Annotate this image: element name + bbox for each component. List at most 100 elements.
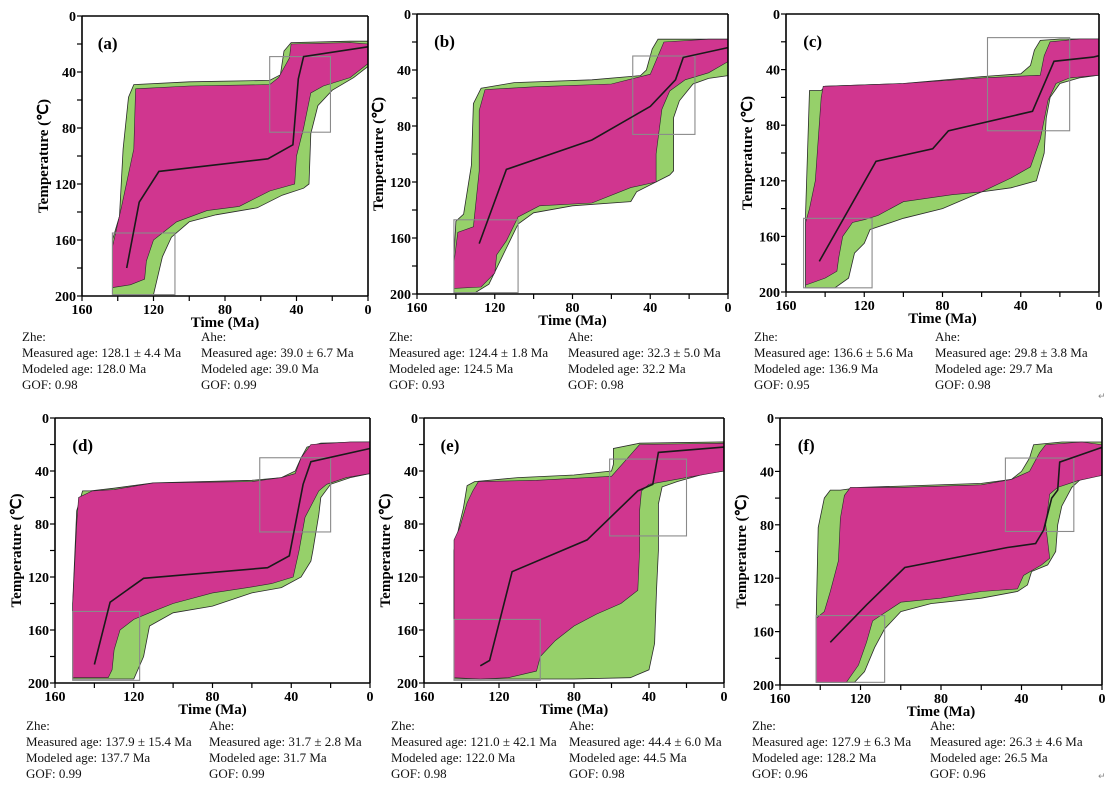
ahe-constraint-box — [609, 458, 688, 537]
y-tick-label: 0 — [42, 412, 49, 427]
zhe-measured-age: Measured age: 137.9 ± 15.4 Ma — [26, 734, 192, 749]
y-axis-title: Temperature (℃) — [36, 99, 52, 213]
zhe-modeled-age: Modeled age: 137.7 Ma — [26, 750, 151, 765]
x-tick-label: 0 — [365, 303, 372, 318]
panel-label: (a) — [98, 34, 118, 53]
y-tick-label: 0 — [69, 10, 76, 25]
y-tick-label: 200 — [390, 288, 411, 303]
x-axis-title: Time (Ma) — [191, 315, 259, 331]
annotation-zhe-d: Zhe: Measured age: 137.9 ± 15.4 Ma Model… — [26, 718, 192, 782]
zhe-gof: GOF: 0.98 — [391, 766, 447, 781]
annotation-zhe-b: Zhe: Measured age: 124.4 ± 1.8 Ma Modele… — [389, 329, 548, 393]
panel-label: (f) — [798, 436, 815, 455]
zhe-modeled-age: Modeled age: 128.2 Ma — [752, 750, 877, 765]
ahe-measured-age: Measured age: 32.3 ± 5.0 Ma — [568, 345, 721, 360]
paragraph-mark-icon: ↵ — [1098, 772, 1106, 782]
zhe-title: Zhe: — [389, 329, 413, 344]
zhe-modeled-age: Modeled age: 136.9 Ma — [754, 361, 879, 376]
zhe-constraint-box — [803, 217, 873, 289]
zhe-modeled-age: Modeled age: 122.0 Ma — [391, 750, 516, 765]
x-tick-label: 80 — [567, 690, 581, 705]
annotation-zhe-e: Zhe: Measured age: 121.0 ± 42.1 Ma Model… — [391, 718, 557, 782]
ahe-modeled-age: Modeled age: 26.5 Ma — [930, 750, 1048, 765]
y-tick-label: 200 — [759, 286, 780, 301]
y-tick-label: 160 — [28, 624, 49, 639]
zhe-measured-age: Measured age: 128.1 ± 4.4 Ma — [22, 345, 182, 360]
x-tick-label: 0 — [1096, 299, 1103, 314]
y-tick-label: 80 — [397, 120, 411, 135]
y-axis-title: Temperature (℃) — [9, 494, 25, 608]
zhe-gof: GOF: 0.98 — [22, 377, 78, 392]
y-tick-label: 120 — [753, 572, 774, 587]
zhe-constraint-box — [453, 618, 541, 681]
panel-label: (d) — [72, 436, 93, 455]
y-tick-label: 40 — [397, 64, 411, 79]
y-tick-label: 0 — [411, 412, 418, 427]
x-tick-label: 0 — [725, 301, 732, 316]
ahe-title: Ahe: — [568, 329, 594, 344]
y-tick-label: 200 — [28, 677, 49, 692]
y-tick-label: 80 — [404, 518, 418, 533]
x-tick-label: 160 — [72, 303, 93, 318]
annotation-ahe-b: Ahe: Measured age: 32.3 ± 5.0 Ma Modeled… — [568, 329, 721, 393]
ahe-measured-age: Measured age: 31.7 ± 2.8 Ma — [209, 734, 362, 749]
paragraph-mark-icon: ↵ — [1098, 392, 1106, 402]
x-tick-label: 0 — [721, 690, 728, 705]
best-fit-path — [818, 54, 1100, 262]
x-tick-label: 40 — [1015, 692, 1029, 707]
ahe-title: Ahe: — [930, 718, 956, 733]
x-tick-label: 160 — [45, 690, 66, 705]
zhe-modeled-age: Modeled age: 128.0 Ma — [22, 361, 147, 376]
x-axis-title: Time (Ma) — [908, 311, 976, 327]
y-axis-title: Temperature (℃) — [740, 96, 756, 210]
ahe-constraint-box — [632, 55, 696, 135]
zhe-gof: GOF: 0.99 — [26, 766, 82, 781]
x-tick-label: 160 — [407, 301, 428, 316]
zhe-title: Zhe: — [752, 718, 776, 733]
y-tick-label: 200 — [55, 290, 76, 305]
good-fit-envelope — [805, 38, 1100, 286]
y-tick-label: 120 — [55, 178, 76, 193]
ahe-title: Ahe: — [569, 718, 595, 733]
y-tick-label: 160 — [753, 626, 774, 641]
x-tick-label: 40 — [290, 303, 304, 318]
y-tick-label: 120 — [28, 571, 49, 586]
zhe-title: Zhe: — [26, 718, 50, 733]
y-tick-label: 200 — [397, 677, 418, 692]
zhe-measured-age: Measured age: 124.4 ± 1.8 Ma — [389, 345, 549, 360]
zhe-gof: GOF: 0.93 — [389, 377, 445, 392]
zhe-constraint-box — [111, 232, 176, 296]
ahe-gof: GOF: 0.98 — [568, 377, 624, 392]
x-axis-title: Time (Ma) — [540, 702, 608, 718]
annotation-zhe-a: Zhe: Measured age: 128.1 ± 4.4 Ma Modele… — [22, 329, 181, 393]
zhe-modeled-age: Modeled age: 124.5 Ma — [389, 361, 514, 376]
y-axis-title: Temperature (℃) — [734, 495, 750, 609]
y-tick-label: 40 — [766, 64, 780, 79]
zhe-title: Zhe: — [22, 329, 46, 344]
y-axis-title: Temperature (℃) — [378, 494, 394, 608]
ahe-constraint-box — [259, 457, 332, 533]
y-tick-label: 40 — [404, 465, 418, 480]
zhe-gof: GOF: 0.95 — [754, 377, 810, 392]
y-tick-label: 40 — [760, 465, 774, 480]
y-tick-label: 120 — [397, 571, 418, 586]
y-tick-label: 0 — [404, 8, 411, 23]
x-tick-label: 80 — [218, 303, 232, 318]
ahe-gof: GOF: 0.98 — [935, 377, 991, 392]
y-tick-label: 0 — [767, 412, 774, 427]
annotation-ahe-e: Ahe: Measured age: 44.4 ± 6.0 Ma Modeled… — [569, 718, 722, 782]
x-tick-label: 40 — [284, 690, 298, 705]
x-tick-label: 160 — [776, 299, 797, 314]
zhe-measured-age: Measured age: 136.6 ± 5.6 Ma — [754, 345, 914, 360]
good-fit-envelope — [815, 441, 1103, 683]
good-fit-envelope — [112, 42, 369, 288]
annotation-ahe-f: Ahe: Measured age: 26.3 ± 4.6 Ma Modeled… — [930, 718, 1083, 782]
ahe-measured-age: Measured age: 44.4 ± 6.0 Ma — [569, 734, 722, 749]
ahe-gof: GOF: 0.99 — [209, 766, 265, 781]
annotation-zhe-f: Zhe: Measured age: 127.9 ± 6.3 Ma Modele… — [752, 718, 911, 782]
x-axis-title: Time (Ma) — [538, 313, 606, 329]
